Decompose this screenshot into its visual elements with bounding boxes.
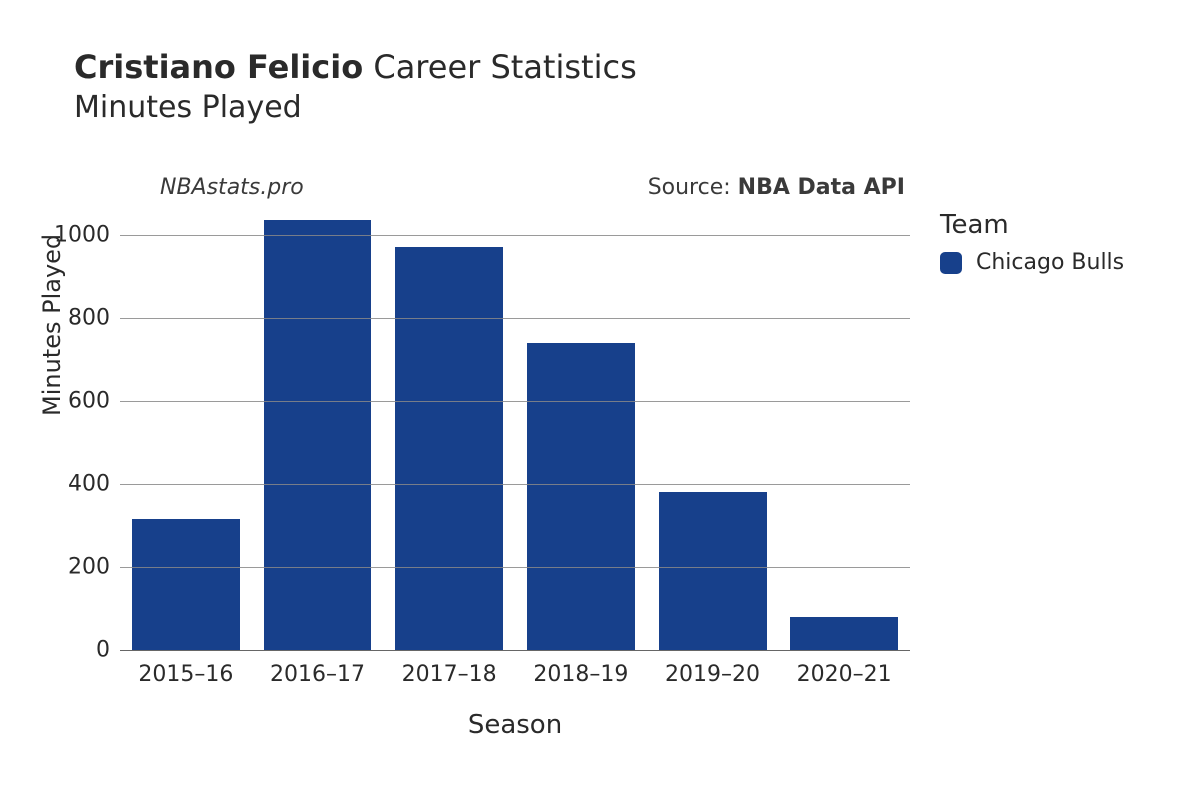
- ytick-label: 0: [96, 638, 110, 663]
- xtick-label: 2016–17: [270, 662, 365, 687]
- bar: [790, 617, 898, 650]
- legend: Team Chicago Bulls: [940, 210, 1124, 275]
- gridline: [120, 650, 910, 651]
- bar-slot: [515, 210, 647, 650]
- plot-area: 020040060080010002015–162016–172017–1820…: [120, 210, 910, 650]
- bar-slot: [647, 210, 779, 650]
- bar: [132, 519, 240, 650]
- ytick-label: 1000: [54, 222, 110, 247]
- bar: [264, 220, 372, 650]
- legend-title: Team: [940, 210, 1124, 240]
- gridline: [120, 401, 910, 402]
- bar-slot: [252, 210, 384, 650]
- gridline: [120, 484, 910, 485]
- source-credit: Source: NBA Data API: [648, 175, 905, 200]
- bar: [659, 492, 767, 650]
- y-axis-title: Minutes Played: [38, 234, 66, 416]
- gridline: [120, 567, 910, 568]
- title-line-1: Cristiano Felicio Career Statistics: [74, 48, 637, 86]
- gridline: [120, 235, 910, 236]
- ytick-label: 600: [68, 388, 110, 413]
- bars-group: [120, 210, 910, 650]
- xtick-label: 2017–18: [402, 662, 497, 687]
- xtick-label: 2020–21: [797, 662, 892, 687]
- title-suffix: Career Statistics: [363, 48, 637, 86]
- bar: [395, 247, 503, 650]
- title-subtitle: Minutes Played: [74, 88, 637, 127]
- x-axis-title: Season: [468, 710, 562, 740]
- legend-swatch: [940, 252, 962, 274]
- source-prefix: Source:: [648, 175, 738, 200]
- legend-label: Chicago Bulls: [976, 250, 1124, 275]
- bar: [527, 343, 635, 650]
- ytick-label: 200: [68, 554, 110, 579]
- site-credit: NBAstats.pro: [160, 175, 304, 200]
- ytick-label: 800: [68, 305, 110, 330]
- xtick-label: 2018–19: [533, 662, 628, 687]
- legend-item: Chicago Bulls: [940, 250, 1124, 275]
- xtick-label: 2019–20: [665, 662, 760, 687]
- bar-slot: [383, 210, 515, 650]
- xtick-label: 2015–16: [138, 662, 233, 687]
- ytick-label: 400: [68, 471, 110, 496]
- source-name: NBA Data API: [738, 175, 905, 200]
- chart-container: Cristiano Felicio Career Statistics Minu…: [0, 0, 1200, 800]
- title-block: Cristiano Felicio Career Statistics Minu…: [74, 48, 637, 127]
- legend-items: Chicago Bulls: [940, 250, 1124, 275]
- player-name: Cristiano Felicio: [74, 48, 363, 86]
- bar-slot: [120, 210, 252, 650]
- gridline: [120, 318, 910, 319]
- bar-slot: [778, 210, 910, 650]
